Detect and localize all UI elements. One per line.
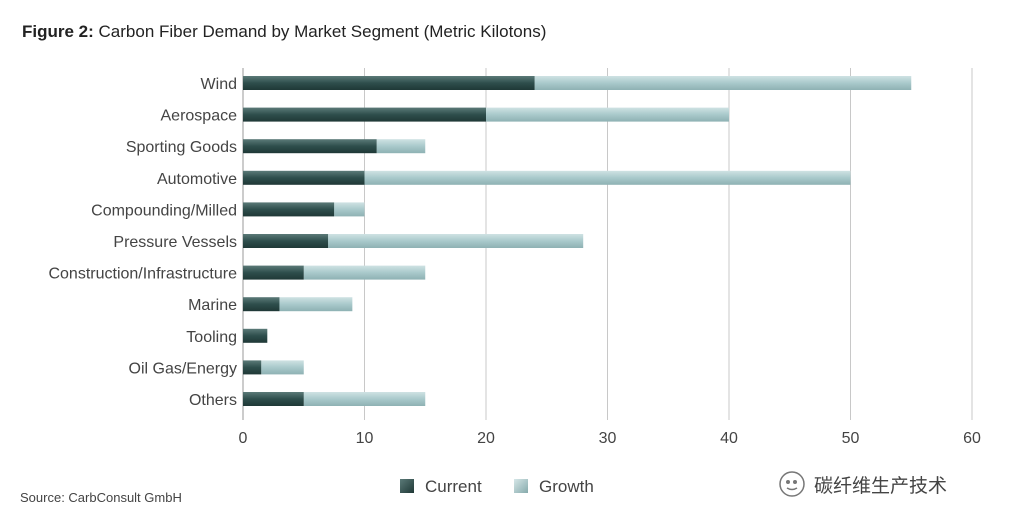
category-label: Wind [201,76,237,93]
wechat-icon [779,471,805,497]
legend-swatch [514,479,528,493]
category-label: Pressure Vessels [113,234,237,251]
x-tick-label: 20 [477,430,495,447]
bar-growth [486,107,729,122]
category-label: Oil Gas/Energy [129,360,237,377]
bar-growth [534,76,912,90]
x-tick-label: 60 [963,430,981,447]
x-tick-label: 40 [720,430,738,447]
bar-current [243,76,535,90]
watermark-text: 碳纤维生产技术 [814,475,948,497]
bar-current [243,170,365,185]
bar-current [243,234,329,248]
bar-current [243,360,262,375]
bar-growth [303,265,426,280]
x-tick-label: 50 [842,430,860,447]
bar-current [243,265,304,280]
bar-growth [364,170,851,185]
legend-swatch [400,479,414,493]
x-tick-label: 10 [356,430,374,447]
bar-current [243,297,280,312]
category-label: Marine [188,297,237,314]
x-tick-label: 30 [599,430,617,447]
category-label: Automotive [157,171,237,188]
bar-current [243,107,486,122]
category-label: Tooling [186,329,237,346]
bar-growth [303,392,426,406]
category-label: Sporting Goods [126,139,237,156]
x-tick-label: 0 [239,430,248,447]
bar-current [243,139,377,154]
bar-growth [376,139,426,154]
bar-current [243,202,335,217]
source-note: Source: CarbConsult GmbH [20,490,182,505]
bar-current [243,392,304,406]
figure-title: Figure 2: Carbon Fiber Demand by Market … [22,22,546,42]
category-label: Compounding/Milled [91,202,237,219]
watermark: 碳纤维生产技术 [778,470,947,498]
figure-title-text: Carbon Fiber Demand by Market Segment (M… [98,22,547,41]
legend-label: Current [425,477,482,496]
category-label: Aerospace [161,108,238,125]
bar-growth [279,297,353,312]
legend-label: Growth [539,477,594,496]
category-label: Others [189,392,237,409]
figure-label: Figure 2: [22,22,94,41]
category-label: Construction/Infrastructure [48,266,237,283]
bar-growth [261,360,304,375]
bar-current [243,328,268,343]
bar-growth [328,234,584,248]
bar-growth [334,202,365,217]
